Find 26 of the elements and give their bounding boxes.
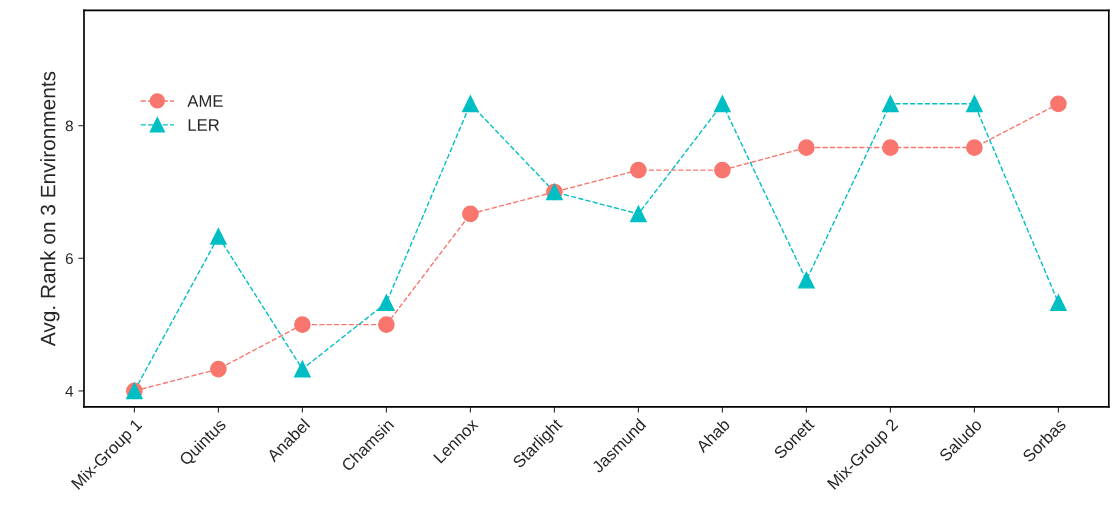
point [210, 360, 227, 378]
y-tick-label: 4 [65, 385, 74, 397]
point [966, 95, 983, 113]
legend-label: LER [188, 119, 219, 131]
point [378, 316, 395, 333]
point [462, 95, 479, 113]
y-tick-label: 8 [65, 120, 73, 132]
point [714, 95, 731, 113]
point [882, 95, 899, 113]
point [714, 161, 731, 179]
point [966, 139, 983, 156]
point [798, 271, 815, 289]
y-axis-title: Avg. Rank on 3 Environments [40, 71, 60, 347]
point [294, 360, 311, 378]
point [378, 294, 395, 312]
point [1050, 95, 1067, 113]
point [294, 316, 311, 333]
point [462, 205, 479, 223]
y-tick-label: 6 [65, 253, 73, 264]
point [798, 139, 815, 156]
point [630, 161, 647, 179]
point [882, 139, 899, 156]
point [1050, 294, 1067, 312]
point [630, 205, 647, 223]
legend-label: AME [187, 95, 223, 107]
point [210, 228, 227, 245]
